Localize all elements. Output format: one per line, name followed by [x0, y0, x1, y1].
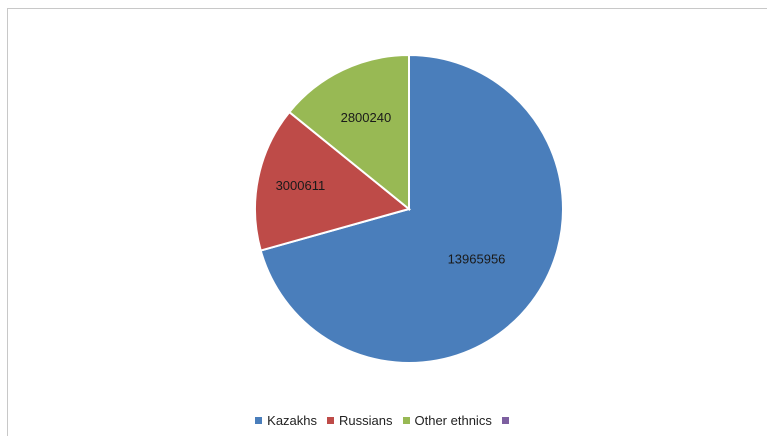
legend-swatch-kazakhs [255, 417, 263, 424]
data-label-russians: 3000611 [276, 178, 326, 193]
legend-label-russians: Russians [339, 413, 393, 428]
pie-slice-kazakhs [259, 53, 564, 364]
legend: Kazakhs Russians Other ethnics [0, 413, 769, 428]
data-label-kazakhs: 13965956 [448, 252, 506, 267]
legend-item-other-ethnics: Other ethnics [402, 413, 492, 428]
legend-swatch-russians [327, 417, 335, 424]
legend-swatch-other-ethnics [402, 417, 410, 424]
legend-item-russians: Russians [327, 413, 393, 428]
data-label-other-ethnics: 2800240 [341, 110, 392, 125]
pie-slice-other-ethnics [287, 53, 410, 212]
legend-swatch-empty [501, 417, 509, 424]
legend-item-empty [501, 417, 514, 424]
legend-label-kazakhs: Kazakhs [267, 413, 318, 428]
legend-label-other-ethnics: Other ethnics [414, 413, 492, 428]
legend-item-kazakhs: Kazakhs [255, 413, 317, 428]
pie-slice-russians [254, 110, 412, 252]
